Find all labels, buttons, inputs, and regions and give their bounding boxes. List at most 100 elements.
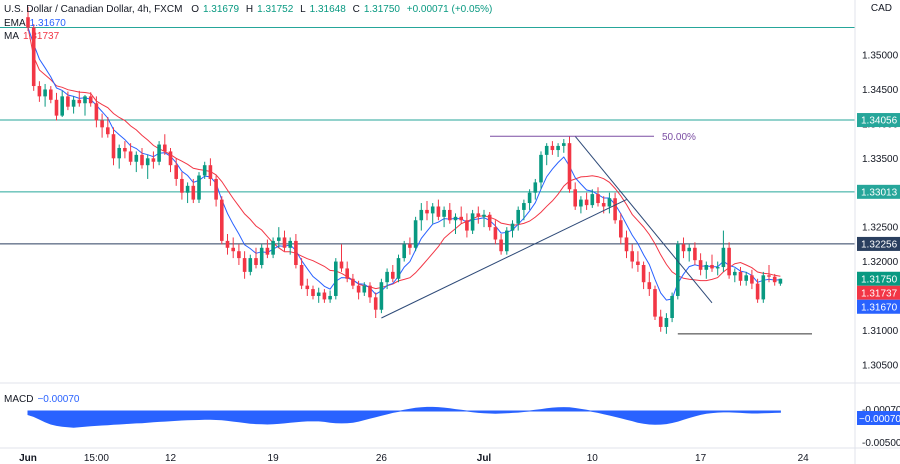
candle-body	[111, 134, 116, 159]
candle-body	[636, 261, 640, 265]
price-tick-label: 1.35000	[862, 51, 899, 62]
candle-body	[396, 258, 401, 279]
candle-body	[567, 143, 572, 190]
candle-body	[573, 189, 577, 207]
candle-body	[100, 120, 104, 128]
candle-body	[180, 178, 184, 193]
candle-body	[698, 260, 703, 270]
candle-body	[425, 209, 429, 214]
candle-body	[522, 203, 526, 210]
candle-body	[647, 282, 652, 290]
candle-body	[351, 278, 355, 286]
ma-legend[interactable]: MA 1.31737	[4, 30, 63, 43]
candle-body	[601, 203, 606, 207]
time-tick-label: 10	[587, 453, 599, 464]
trend-drawings: 50.00%	[381, 132, 812, 335]
candle-body	[408, 244, 412, 248]
candle-body	[487, 214, 492, 228]
ma-value: 1.31737	[23, 31, 60, 42]
candle-body	[476, 213, 481, 217]
candle-body	[254, 258, 258, 265]
candle-body	[106, 127, 110, 135]
candle-body	[316, 292, 321, 296]
candle-body	[744, 275, 748, 281]
time-tick-label: 26	[376, 453, 388, 464]
candle-body	[436, 206, 441, 217]
trendline	[574, 135, 713, 304]
candle-body	[448, 209, 452, 221]
candle-body	[385, 271, 389, 283]
candle-body	[459, 216, 463, 221]
candle-body	[505, 230, 509, 252]
price-tick-label: 1.32500	[862, 223, 899, 234]
price-tag-label: 1.31737	[861, 288, 898, 299]
price-tick-label: 1.34500	[862, 85, 899, 96]
candle-body	[658, 316, 663, 327]
candle-body	[681, 244, 686, 252]
price-tag-label: 1.33013	[861, 187, 898, 198]
candle-body	[157, 144, 161, 162]
candle-body	[755, 283, 760, 300]
candle-body	[305, 285, 310, 290]
candle-body	[510, 223, 515, 231]
candle-body	[402, 244, 406, 259]
candle-body	[687, 247, 691, 252]
candle-body	[345, 268, 349, 279]
candle-body	[277, 237, 281, 241]
candle-body	[26, 17, 30, 28]
macd-tick-label: -0.00500	[862, 438, 900, 449]
candle-body	[676, 244, 680, 296]
candle-body	[715, 267, 720, 269]
candle-body	[117, 147, 121, 159]
candle-body	[334, 261, 338, 296]
horizontal-levels	[0, 27, 855, 245]
macd-tag	[857, 411, 900, 425]
price-tick-label: 1.31000	[862, 326, 899, 337]
candle-body	[214, 178, 218, 200]
candle-body	[738, 271, 743, 281]
candle-body	[128, 151, 133, 162]
macd-pane	[27, 406, 781, 428]
candle-body	[413, 220, 418, 248]
fib-label: 50.00%	[662, 132, 696, 143]
candle-body	[430, 206, 435, 214]
time-tick-label: 15:00	[84, 453, 109, 464]
candle-body	[693, 247, 697, 261]
candle-body	[727, 247, 731, 276]
price-tag	[857, 236, 900, 251]
candle-body	[778, 278, 783, 284]
candle-body	[641, 264, 646, 283]
low-value: 1.31648	[309, 4, 346, 15]
price-tag-label: 1.31750	[861, 274, 898, 285]
ema-legend[interactable]: EMA 1.31670	[4, 17, 70, 30]
high-label: H	[245, 4, 254, 15]
symbol-legend: U.S. Dollar / Canadian Dollar, 4h, FXCM …	[4, 3, 496, 16]
price-tag-label: 1.31670	[861, 302, 898, 313]
candle-body	[123, 147, 127, 152]
candle-body	[356, 285, 361, 293]
candle-body	[653, 289, 657, 317]
candle-body	[544, 145, 549, 155]
candlesticks	[26, 6, 783, 334]
ma-label: MA	[4, 31, 19, 42]
low-label: L	[300, 4, 306, 15]
ema-value: 1.31670	[29, 18, 66, 29]
price-tag-label: 1.32256	[861, 239, 898, 250]
open-label: O	[191, 4, 199, 15]
candle-body	[242, 258, 247, 272]
candle-body	[761, 275, 766, 300]
macd-legend[interactable]: MACD −0.00070	[4, 393, 83, 406]
candle-body	[174, 165, 178, 179]
time-tick-label: 17	[695, 453, 707, 464]
price-tick-label: 1.30500	[862, 360, 899, 371]
price-tag	[857, 285, 900, 300]
candle-body	[31, 27, 36, 87]
macd-histogram	[27, 406, 781, 428]
candle-body	[590, 194, 595, 206]
open-value: 1.31679	[202, 4, 240, 15]
candle-body	[630, 251, 634, 262]
candle-body	[197, 175, 201, 200]
price-tag-label: 1.34056	[861, 116, 898, 127]
